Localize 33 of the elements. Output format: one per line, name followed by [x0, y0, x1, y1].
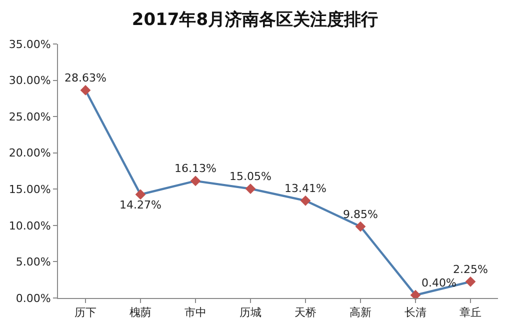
x-tick-label: 历下 [74, 306, 96, 320]
point [245, 184, 256, 194]
x-tick-label: 长清 [404, 306, 426, 320]
y-tick-label: 30.00% [8, 74, 51, 88]
x-tick-label: 天桥 [294, 306, 316, 320]
data-label: 16.13% [174, 162, 216, 176]
data-label: 9.85% [343, 208, 378, 221]
point [300, 195, 311, 206]
data-label: 14.27% [120, 198, 162, 212]
x-tick-label: 章丘 [460, 306, 482, 320]
x-tick-label: 槐荫 [130, 306, 152, 320]
point [355, 221, 366, 232]
point [80, 85, 91, 96]
y-tick-label: 25.00% [8, 110, 51, 124]
y-tick-label: 0.00% [16, 292, 51, 305]
data-label: 28.63% [64, 71, 106, 84]
chart-title: 2017年8月济南各区关注度排行 [132, 10, 378, 30]
point [190, 176, 201, 186]
data-label: 13.41% [284, 182, 326, 195]
x-tick-label: 高新 [350, 306, 372, 320]
y-tick-label: 35.00% [8, 38, 51, 51]
x-tick-label: 历城 [240, 306, 262, 320]
y-tick-label: 5.00% [16, 256, 51, 269]
point [465, 276, 476, 287]
y-tick-label: 20.00% [8, 146, 51, 160]
point [135, 189, 146, 200]
data-label: 2.25% [453, 262, 488, 276]
data-label: 0.40% [422, 276, 456, 290]
x-tick-label: 市中 [184, 306, 206, 320]
y-tick-label: 15.00% [8, 182, 51, 196]
point [410, 290, 421, 300]
y-tick-label: 10.00% [8, 219, 51, 232]
data-label: 15.05% [230, 170, 272, 184]
